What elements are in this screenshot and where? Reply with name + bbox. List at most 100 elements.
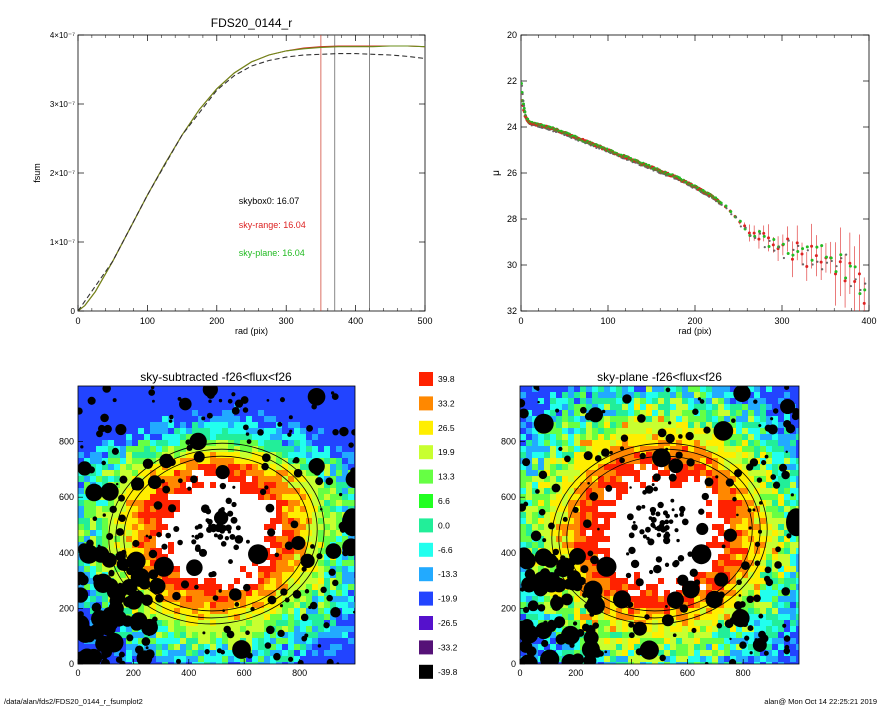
image-pixel <box>736 518 742 524</box>
image-pixel <box>336 530 342 536</box>
image-pixel <box>108 434 114 440</box>
image-pixel <box>168 476 174 482</box>
image-pixel <box>270 560 276 566</box>
image-pixel <box>150 464 156 470</box>
image-pixel <box>748 542 754 548</box>
image-pixel <box>192 404 198 410</box>
image-pixel <box>156 518 162 524</box>
image-pixel <box>264 530 270 536</box>
image-pixel <box>724 416 730 422</box>
image-pixel <box>180 572 186 578</box>
masked-source <box>292 589 302 599</box>
image-pixel <box>120 536 126 542</box>
image-pixel <box>688 500 694 506</box>
image-pixel <box>790 494 796 500</box>
image-pixel <box>628 554 634 560</box>
image-pixel <box>204 452 210 458</box>
image-pixel <box>748 410 754 416</box>
image-pixel <box>712 566 718 572</box>
image-pixel <box>120 446 126 452</box>
image-pixel <box>186 482 192 488</box>
image-pixel <box>336 638 342 644</box>
masked-source <box>108 581 115 588</box>
image-pixel <box>790 434 796 440</box>
image-pixel <box>784 452 790 458</box>
image-pixel <box>760 560 766 566</box>
image-pixel <box>574 428 580 434</box>
image-pixel <box>682 560 688 566</box>
image-pixel <box>324 572 330 578</box>
image-pixel <box>168 440 174 446</box>
masked-source <box>78 571 86 583</box>
masked-source <box>102 606 117 622</box>
image-pixel <box>150 638 156 644</box>
masked-source <box>213 510 229 526</box>
image-pixel <box>258 500 264 506</box>
image-pixel <box>700 434 706 440</box>
image-pixel <box>102 596 108 602</box>
image-pixel <box>78 512 84 518</box>
image-pixel <box>258 470 264 476</box>
image-pixel <box>84 386 90 392</box>
image-pixel <box>664 488 670 494</box>
image-pixel <box>198 476 204 482</box>
image-pixel <box>622 464 628 470</box>
image-pixel <box>120 470 126 476</box>
image-pixel <box>604 494 610 500</box>
image-pixel <box>766 494 772 500</box>
image-pixel <box>246 386 252 392</box>
image-pixel <box>712 386 718 392</box>
image-pixel <box>132 422 138 428</box>
masked-source <box>102 625 106 629</box>
masked-source <box>172 591 181 601</box>
image-pixel <box>354 590 355 596</box>
image-pixel <box>132 434 138 440</box>
masked-source <box>315 477 324 486</box>
image-pixel <box>114 440 120 446</box>
image-pixel <box>730 434 736 440</box>
masked-source <box>148 549 158 559</box>
image-pixel <box>324 536 330 542</box>
masked-source <box>195 544 201 550</box>
image-pixel <box>772 536 778 542</box>
image-pixel <box>96 440 102 446</box>
image-pixel <box>168 548 174 554</box>
image-pixel <box>628 416 634 422</box>
image-pixel <box>192 650 198 656</box>
image-pixel <box>282 620 288 626</box>
image-pixel <box>192 386 198 392</box>
image-pixel <box>700 584 706 590</box>
image-pixel <box>300 404 306 410</box>
image-pixel <box>544 530 550 536</box>
image-pixel <box>760 398 766 404</box>
image-pixel <box>270 608 276 614</box>
image-pixel <box>562 536 568 542</box>
image-pixel <box>282 530 288 536</box>
image-pixel <box>306 650 312 656</box>
image-pixel <box>538 392 544 398</box>
image-pixel <box>102 476 108 482</box>
image-pixel <box>264 488 270 494</box>
image-pixel <box>778 476 784 482</box>
image-pixel <box>342 596 348 602</box>
image-pixel <box>312 536 318 542</box>
image-pixel <box>234 578 240 584</box>
image-pixel <box>210 452 216 458</box>
image-pixel <box>706 578 712 584</box>
image-pixel <box>354 584 355 590</box>
image-pixel <box>712 584 718 590</box>
image-pixel <box>294 620 300 626</box>
image-pixel <box>126 488 132 494</box>
image-pixel <box>592 476 598 482</box>
fsum-title: FDS20_0144_r <box>211 16 292 30</box>
image-pixel <box>276 566 282 572</box>
image-pixel <box>168 638 174 644</box>
image-pixel <box>318 584 324 590</box>
image-pixel <box>520 452 526 458</box>
image-pixel <box>126 656 132 662</box>
image-pixel <box>246 602 252 608</box>
image-pixel <box>144 542 150 548</box>
image-pixel <box>706 422 712 428</box>
image-pixel <box>162 620 168 626</box>
masked-source <box>348 442 354 448</box>
